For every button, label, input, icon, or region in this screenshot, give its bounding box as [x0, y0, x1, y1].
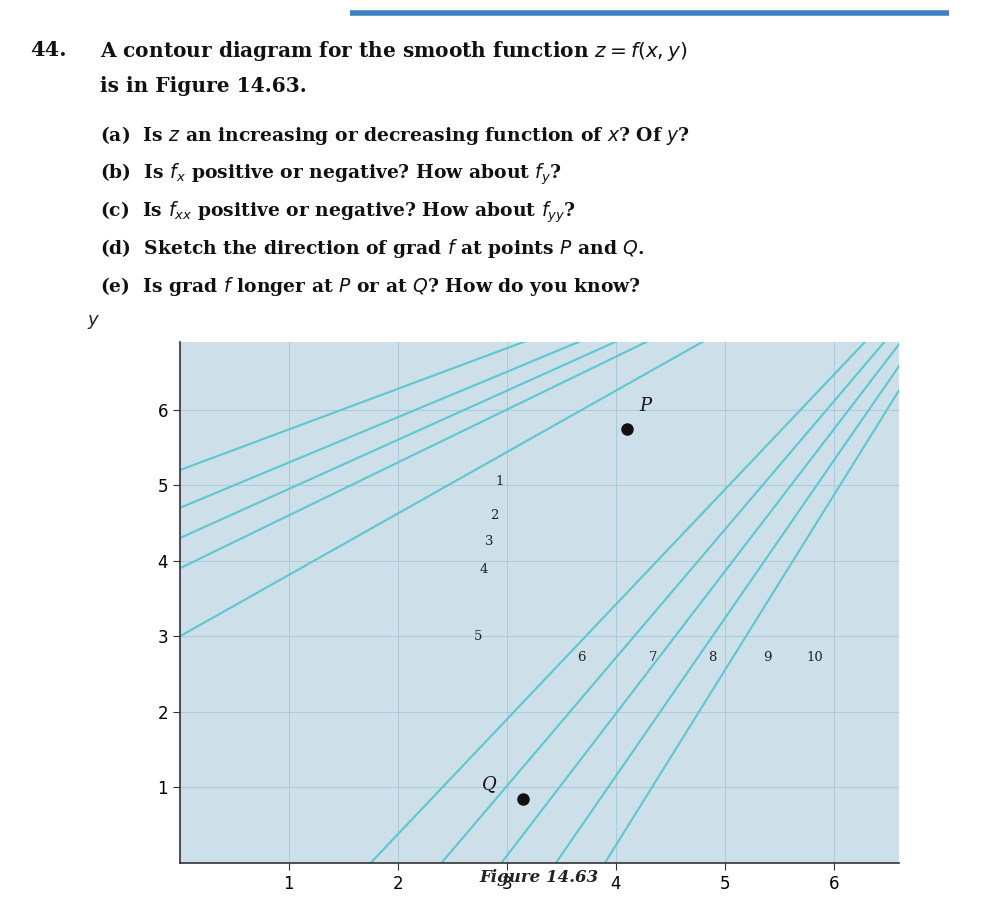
- Text: is in Figure 14.63.: is in Figure 14.63.: [100, 76, 307, 95]
- Text: 8: 8: [708, 651, 716, 664]
- Text: 1: 1: [496, 475, 504, 488]
- Text: (c)  Is $f_{xx}$ positive or negative? How about $f_{yy}$?: (c) Is $f_{xx}$ positive or negative? Ho…: [100, 200, 575, 225]
- Text: (b)  Is $f_x$ positive or negative? How about $f_y$?: (b) Is $f_x$ positive or negative? How a…: [100, 162, 561, 187]
- Text: 3: 3: [485, 536, 494, 548]
- Text: (a)  Is $z$ an increasing or decreasing function of $x$? Of $y$?: (a) Is $z$ an increasing or decreasing f…: [100, 124, 689, 147]
- Text: Q: Q: [482, 775, 497, 793]
- Text: 4: 4: [480, 564, 488, 576]
- Text: 5: 5: [475, 630, 483, 643]
- Text: 6: 6: [577, 651, 586, 664]
- Text: 7: 7: [648, 651, 657, 664]
- Text: (e)  Is grad $f$ longer at $P$ or at $Q$? How do you know?: (e) Is grad $f$ longer at $P$ or at $Q$?…: [100, 275, 640, 298]
- Text: 9: 9: [763, 651, 771, 664]
- Text: Figure 14.63: Figure 14.63: [480, 868, 599, 886]
- Text: 10: 10: [806, 651, 823, 664]
- Text: P: P: [639, 397, 652, 415]
- Text: (d)  Sketch the direction of grad $f$ at points $P$ and $Q$.: (d) Sketch the direction of grad $f$ at …: [100, 237, 644, 261]
- Text: 2: 2: [491, 509, 499, 522]
- Text: A contour diagram for the smooth function $z = f(x, y)$: A contour diagram for the smooth functio…: [100, 39, 687, 63]
- Text: $y$: $y$: [87, 313, 100, 331]
- Text: 44.: 44.: [30, 40, 67, 60]
